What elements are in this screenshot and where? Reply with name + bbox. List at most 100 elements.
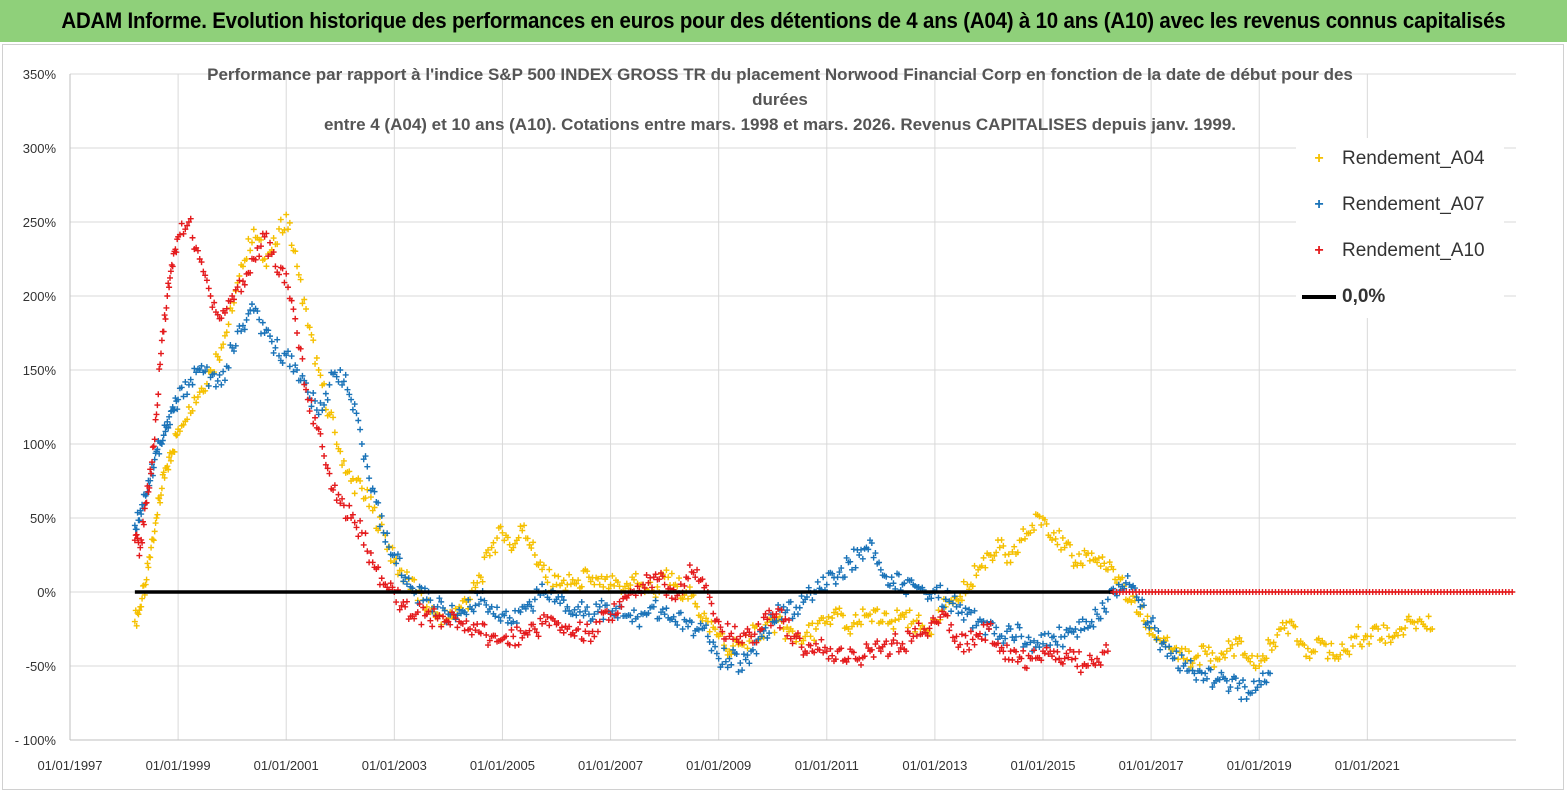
point-rendement_a07 — [503, 608, 510, 615]
point-rendement_a07 — [1045, 630, 1052, 637]
point-rendement_a04 — [517, 523, 524, 530]
point-rendement_a07 — [645, 610, 652, 617]
point-rendement_a07 — [184, 391, 191, 398]
point-rendement_a07 — [1003, 628, 1010, 635]
point-rendement_a10 — [694, 566, 701, 573]
point-rendement_a10 — [719, 628, 726, 635]
point-rendement_a10 — [427, 617, 434, 624]
point-rendement_a04 — [292, 248, 299, 255]
point-rendement_a04 — [303, 306, 310, 313]
point-rendement_a04 — [1086, 557, 1093, 564]
point-rendement_a07 — [796, 604, 803, 611]
point-rendement_a07 — [935, 594, 942, 601]
point-rendement_a04 — [1076, 551, 1083, 558]
point-rendement_a04 — [1292, 623, 1299, 630]
point-rendement_a10 — [517, 627, 524, 634]
point-rendement_a04 — [220, 341, 227, 348]
point-rendement_a07 — [733, 651, 740, 658]
point-rendement_a10 — [294, 330, 301, 336]
point-rendement_a04 — [1220, 651, 1227, 658]
point-rendement_a04 — [726, 648, 733, 655]
point-rendement_a07 — [211, 370, 218, 377]
point-rendement_a10 — [134, 535, 141, 542]
legend-marker-a07: + — [1314, 196, 1324, 213]
point-rendement_a04 — [166, 454, 173, 461]
point-rendement_a10 — [459, 620, 466, 627]
point-rendement_a10 — [236, 277, 243, 284]
point-rendement_a07 — [594, 608, 601, 615]
point-rendement_a04 — [793, 638, 800, 645]
point-rendement_a07 — [1086, 622, 1093, 629]
point-rendement_a07 — [333, 373, 340, 380]
point-rendement_a10 — [984, 621, 991, 628]
point-rendement_a04 — [701, 610, 708, 617]
point-rendement_a04 — [283, 211, 290, 218]
point-rendement_a10 — [892, 630, 899, 637]
point-rendement_a07 — [196, 367, 203, 373]
point-rendement_a04 — [771, 629, 778, 636]
point-rendement_a07 — [340, 378, 347, 385]
point-rendement_a07 — [584, 604, 591, 611]
point-rendement_a10 — [890, 637, 897, 644]
point-rendement_a10 — [645, 579, 652, 586]
point-rendement_a04 — [603, 573, 610, 580]
point-rendement_a04 — [812, 626, 819, 632]
point-rendement_a04 — [167, 457, 174, 464]
point-rendement_a04 — [1000, 542, 1007, 549]
point-rendement_a10 — [821, 644, 828, 651]
point-rendement_a10 — [823, 648, 830, 655]
point-rendement_a04 — [1094, 559, 1101, 566]
point-rendement_a04 — [1250, 662, 1257, 669]
x-tick-label: 01/01/2011 — [795, 758, 859, 773]
point-rendement_a10 — [935, 620, 942, 627]
point-rendement_a07 — [1034, 639, 1041, 646]
point-rendement_a04 — [143, 576, 150, 583]
point-rendement_a04 — [840, 612, 847, 619]
point-rendement_a04 — [481, 554, 488, 561]
point-rendement_a04 — [575, 577, 582, 584]
point-rendement_a07 — [744, 652, 751, 659]
point-rendement_a10 — [966, 646, 973, 653]
point-rendement_a10 — [803, 650, 810, 657]
point-rendement_a04 — [1335, 655, 1342, 662]
point-rendement_a10 — [506, 641, 513, 648]
point-rendement_a10 — [755, 621, 762, 628]
point-rendement_a04 — [1346, 651, 1353, 658]
point-rendement_a04 — [591, 581, 598, 588]
point-rendement_a07 — [1088, 618, 1095, 625]
point-rendement_a07 — [1202, 670, 1209, 677]
point-rendement_a04 — [330, 414, 337, 421]
point-rendement_a07 — [522, 605, 529, 612]
point-rendement_a10 — [921, 626, 928, 632]
legend-label-a04: Rendement_A04 — [1342, 148, 1485, 169]
point-rendement_a10 — [858, 661, 865, 668]
point-rendement_a07 — [344, 386, 351, 393]
point-rendement_a04 — [1099, 554, 1106, 561]
point-rendement_a04 — [176, 428, 183, 435]
point-rendement_a04 — [1252, 665, 1259, 672]
point-rendement_a10 — [425, 608, 432, 615]
point-rendement_a07 — [591, 611, 598, 618]
point-rendement_a10 — [524, 631, 531, 638]
point-rendement_a10 — [722, 635, 729, 642]
point-rendement_a04 — [261, 256, 268, 262]
point-rendement_a10 — [234, 284, 241, 291]
point-rendement_a10 — [301, 381, 308, 388]
point-rendement_a10 — [348, 515, 355, 521]
point-rendement_a07 — [492, 613, 499, 620]
point-rendement_a07 — [364, 463, 371, 470]
point-rendement_a10 — [589, 628, 596, 635]
point-rendement_a07 — [245, 310, 252, 317]
point-rendement_a04 — [286, 219, 293, 226]
point-rendement_a07 — [1178, 652, 1185, 659]
point-rendement_a07 — [1059, 643, 1066, 650]
point-rendement_a10 — [147, 466, 154, 473]
point-rendement_a10 — [158, 337, 165, 344]
point-rendement_a10 — [827, 645, 834, 652]
point-rendement_a07 — [600, 616, 607, 623]
point-rendement_a07 — [1146, 624, 1153, 631]
point-rendement_a04 — [1402, 624, 1409, 631]
point-rendement_a04 — [663, 567, 670, 574]
point-rendement_a07 — [526, 598, 533, 605]
point-rendement_a07 — [704, 633, 711, 640]
